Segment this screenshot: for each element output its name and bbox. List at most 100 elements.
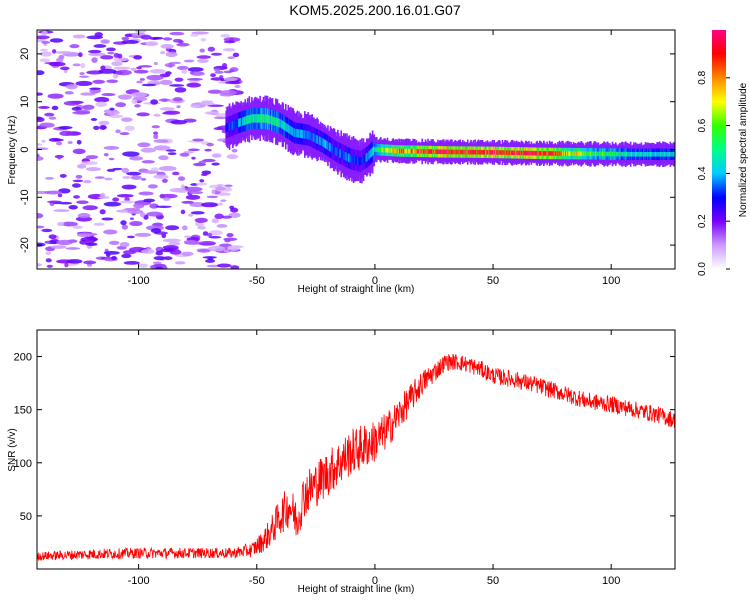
spectrogram-ridge-core [637,151,639,157]
spectrogram-ridge-core [347,153,350,162]
spectrogram-noise-cell [113,52,120,58]
spectrogram-ridge-core [410,148,413,154]
spectrogram-ridge-core [627,151,629,157]
spectrogram-ridge-core [433,149,436,154]
spectrogram-noise-cell [224,184,233,188]
spectrogram-ridge-core [485,150,488,155]
spectrogram-ridge-core [608,151,610,157]
spectrogram-ridge-core [513,150,515,156]
spectrogram-ridge-core [245,116,247,125]
colorbar-axis: 0.0 0.2 0.4 0.6 0.8 [697,70,730,276]
spectrogram-ridge-core [428,149,430,154]
spectrogram-noise-cell [108,157,115,161]
spectrogram-ridge-core [436,149,438,155]
spectrogram-noise-cell [224,238,231,243]
spectrogram-ridge-core [576,151,578,156]
spectrogram-noise-cell [211,218,219,224]
spectrogram-ridge-core [303,130,305,139]
spectrogram-ridge-core [480,149,483,155]
spectrogram-ridge-core [642,151,644,157]
spectrogram-ridge-core [256,114,258,123]
spectrogram-ridge-core [287,124,290,133]
spectrogram-noise-cell [150,99,159,105]
spectrogram-noise-cell [49,38,64,43]
spectrogram-noise-cell [204,111,220,115]
spectrogram-ridge-core [518,150,520,156]
spectrogram-ridge-core [373,146,376,155]
spectrogram-noise-cell [93,222,105,226]
spectrogram-ridge-core [596,151,599,157]
spectrogram-ridge-core [456,149,458,155]
spectrogram-noise-cell [112,73,119,79]
spectrogram-ridge-core [351,155,354,164]
spectrogram-ridge-core [631,151,634,157]
spectrogram-ridge-core [418,149,421,154]
spectrogram-noise-cell [47,200,62,204]
spectrogram-noise-cell [138,191,154,196]
spectrogram-noise-cell [216,184,224,187]
spectrogram-ridge-core [590,151,593,157]
spectrogram-noise-cell [140,177,147,181]
spectrogram-noise-cell [100,39,110,44]
spectrogram-noise-cell [171,171,180,176]
spectrogram-ridge-core [388,148,390,153]
spectrogram-noise-cell [98,120,110,126]
spectrogram-noise-cell [136,66,142,70]
spectrogram-noise-cell [93,44,107,48]
spectrogram-noise-cell [108,114,124,119]
spectrogram-ridge-core [489,150,491,155]
colorbar-tick-label: 0.2 [697,214,708,228]
spectrogram-noise-cell [65,247,81,250]
spectrogram-ridge-core [351,154,353,164]
spectrogram-noise-cell [82,104,95,110]
spectrogram-noise-cell [210,77,225,81]
spectrogram-ridge-core [669,151,672,157]
spectrogram-ridge-core [308,131,311,140]
spectrogram-ridge-core [265,114,267,123]
spectrogram-ridge-core [431,149,433,154]
spectrogram-noise-cell [108,240,120,246]
spectrogram-ridge-core [391,148,394,153]
spectrogram-ridge-core [511,150,514,156]
spectrogram-noise-cell [207,257,214,261]
spectrogram-noise-cell [202,158,216,163]
spectrogram-ridge-core [490,150,492,155]
spectrogram-noise-cell [80,92,96,96]
spectrogram-noise-cell [221,215,233,219]
spectrogram-ridge-core [552,151,555,156]
spectrogram-ridge-core [614,151,616,157]
spectrogram-ridge-core [235,119,237,129]
spectrogram-ridge-core [307,130,309,140]
spectrogram-noise-cell [131,99,138,105]
spectrogram-ridge-core [664,151,667,157]
spectrogram-ridge-core [632,151,634,157]
spectrogram-noise-cell [79,72,85,75]
snr-y-tick-label: 150 [14,405,32,417]
colorbar: 0.0 0.2 0.4 0.6 0.8 Normalized spectral ampl… [697,30,749,276]
spectrogram-ridge-core [451,149,453,155]
spectrogram-ridge-core [571,151,574,156]
spectrogram-ridge-core [312,133,314,142]
spectrogram-noise-cell [230,265,240,269]
spectrogram-ridge-core [626,151,629,157]
spectrogram-noise-cell [158,155,169,161]
spectrogram-ridge-core [488,150,491,155]
spectrogram-noise-cell [153,131,159,135]
spectrogram-ridge-core [658,151,661,157]
spectrogram-ridge-core [534,150,537,156]
spectrogram-ridge-core [673,151,675,157]
spectrogram-ridge-core [666,151,668,157]
snr-y-label: SNR (v/v) [7,428,18,471]
snr-x-tick-label: -100 [128,575,150,587]
spectrogram-ridge-core [586,151,589,157]
spectrogram-noise-cell [53,209,70,212]
spectrogram-ridge-core [552,151,554,156]
spectrogram-ridge-core [650,151,653,157]
spectrogram-noise-cell [37,92,43,96]
spectrogram-ridge-core [360,157,362,166]
spectrogram-ridge-core [274,117,276,126]
spectrogram-ridge-core [520,150,523,156]
spectrogram-noise-cell [57,155,62,160]
spectrogram-noise-cell [153,256,166,261]
spectrogram-noise-cell [168,241,181,246]
